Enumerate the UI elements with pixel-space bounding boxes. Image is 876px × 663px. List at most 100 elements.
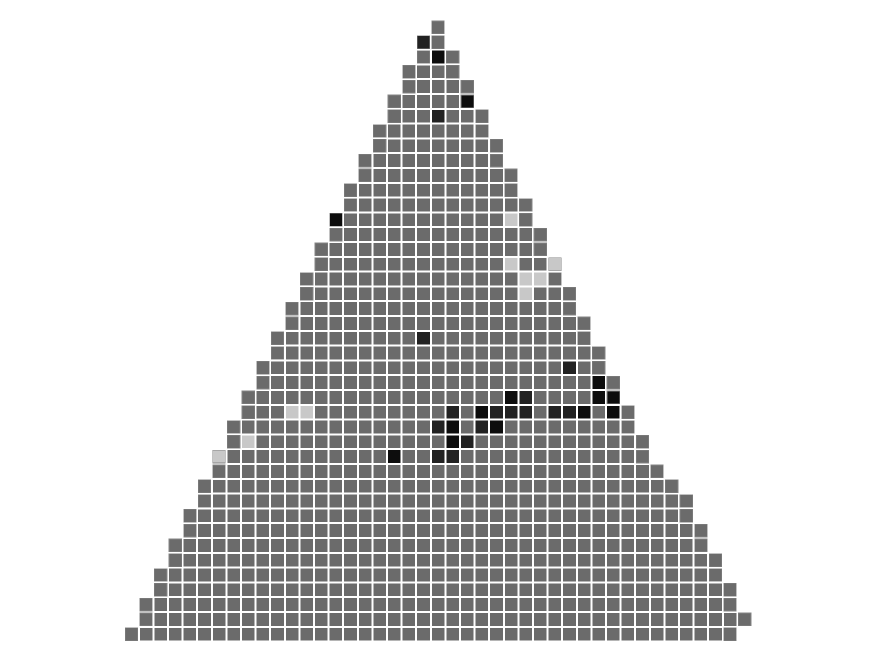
mosaic-tile	[388, 613, 401, 626]
mosaic-tile	[563, 598, 576, 611]
mosaic-tile	[490, 539, 503, 552]
mosaic-tile	[519, 479, 532, 493]
mosaic-tile	[490, 583, 503, 597]
mosaic-tile	[607, 583, 620, 597]
mosaic-tile-darkest	[460, 94, 474, 109]
mosaic-tile	[329, 227, 343, 242]
mosaic-tile	[315, 583, 328, 597]
mosaic-tile	[198, 539, 211, 552]
mosaic-tile	[388, 539, 401, 552]
mosaic-tile	[490, 346, 503, 360]
mosaic-tile	[680, 627, 693, 641]
mosaic-tile	[329, 435, 343, 449]
mosaic-tile	[315, 627, 328, 641]
mosaic-tile	[344, 465, 357, 478]
mosaic-tile	[490, 169, 503, 182]
mosaic-tile	[475, 553, 489, 567]
mosaic-tile	[548, 450, 562, 463]
mosaic-tile	[650, 539, 664, 552]
mosaic-tile	[344, 509, 357, 523]
mosaic-tile	[300, 539, 313, 552]
mosaic-tile	[548, 509, 562, 523]
mosaic-tile	[212, 464, 226, 479]
mosaic-tile	[592, 539, 605, 552]
mosaic-tile	[300, 568, 313, 582]
mosaic-tile	[358, 450, 372, 463]
mosaic-tile	[373, 450, 386, 463]
mosaic-tile	[358, 243, 372, 256]
mosaic-tile	[490, 302, 503, 315]
mosaic-tile	[315, 287, 328, 301]
mosaic-tile	[315, 405, 328, 419]
mosaic-tile	[242, 553, 255, 567]
mosaic-tile-dark	[519, 405, 532, 419]
mosaic-tile	[548, 524, 562, 537]
mosaic-tile	[271, 435, 284, 449]
mosaic-tile-light	[548, 257, 562, 271]
mosaic-tile	[417, 568, 430, 582]
mosaic-tile	[461, 124, 474, 138]
mosaic-tile	[475, 524, 489, 537]
mosaic-tile	[373, 287, 386, 301]
mosaic-tile	[212, 598, 226, 611]
mosaic-tile	[256, 391, 270, 404]
mosaic-tile	[358, 213, 372, 227]
mosaic-tile-dark	[431, 450, 445, 463]
mosaic-tile	[271, 450, 284, 463]
mosaic-tile	[358, 287, 372, 301]
mosaic-tile	[417, 627, 430, 641]
mosaic-tile	[388, 583, 401, 597]
mosaic-tile	[665, 539, 678, 552]
mosaic-tile	[577, 613, 591, 626]
mosaic-tile	[534, 376, 547, 389]
mosaic-tile	[344, 420, 357, 434]
mosaic-tile	[271, 494, 284, 508]
mosaic-tile	[300, 361, 313, 375]
mosaic-tile	[475, 213, 489, 227]
mosaic-tile	[373, 376, 386, 389]
mosaic-tile	[461, 272, 474, 286]
mosaic-tile	[519, 317, 532, 330]
mosaic-tile	[461, 465, 474, 478]
mosaic-tile	[227, 450, 240, 463]
mosaic-tile	[504, 243, 518, 256]
mosaic-tile	[461, 154, 474, 167]
mosaic-tile	[475, 539, 489, 552]
mosaic-tile	[475, 376, 489, 389]
mosaic-tile	[388, 287, 401, 301]
mosaic-tile	[212, 539, 226, 552]
mosaic-tile	[577, 331, 591, 345]
mosaic-tile	[534, 361, 547, 375]
mosaic-tile	[534, 331, 547, 345]
mosaic-tile	[198, 509, 211, 523]
mosaic-tile	[680, 598, 693, 611]
mosaic-tile	[271, 583, 284, 597]
mosaic-tile	[285, 553, 299, 567]
mosaic-tile	[534, 465, 547, 478]
mosaic-tile	[577, 479, 591, 493]
mosaic-tile	[388, 346, 401, 360]
mosaic-tile	[592, 465, 605, 478]
mosaic-tile	[388, 228, 401, 241]
mosaic-tile	[373, 257, 386, 271]
mosaic-tile	[563, 331, 576, 345]
mosaic-tile-darkest	[329, 213, 343, 227]
mosaic-tile	[242, 479, 255, 493]
mosaic-tile	[183, 568, 197, 582]
mosaic-tile	[344, 598, 357, 611]
mosaic-tile	[402, 183, 416, 197]
mosaic-tile	[548, 361, 562, 375]
mosaic-tile	[373, 583, 386, 597]
mosaic-tile	[621, 627, 635, 641]
mosaic-tile	[621, 465, 635, 478]
mosaic-tile	[446, 346, 459, 360]
mosaic-tile	[577, 494, 591, 508]
mosaic-tile	[504, 331, 518, 345]
mosaic-tile	[373, 553, 386, 567]
mosaic-tile	[636, 598, 649, 611]
mosaic-tile	[577, 583, 591, 597]
mosaic-tile	[358, 257, 372, 271]
mosaic-tile	[417, 228, 430, 241]
mosaic-tile	[548, 479, 562, 493]
mosaic-tile	[709, 598, 722, 611]
